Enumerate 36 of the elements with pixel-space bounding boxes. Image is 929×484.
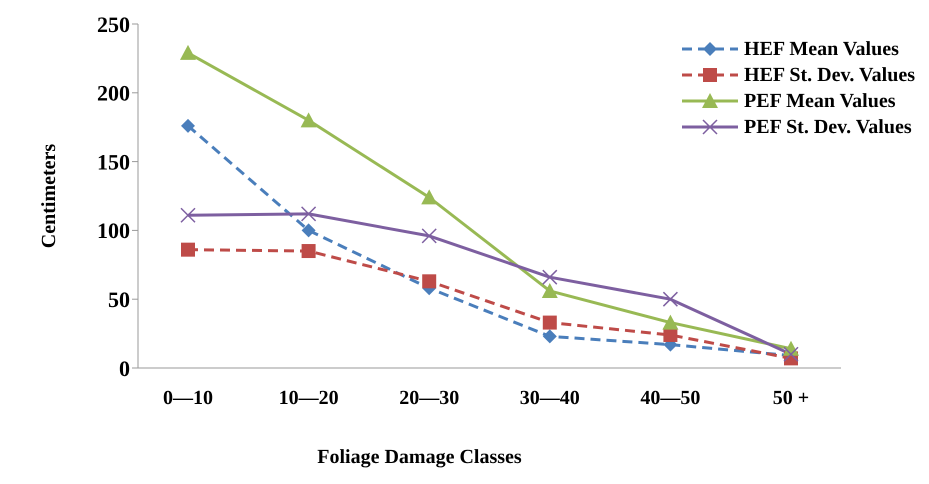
point xyxy=(542,269,558,285)
x-tick-label: 30—40 xyxy=(520,387,580,410)
point xyxy=(542,329,557,344)
legend-label: PEF Mean Values xyxy=(744,90,896,112)
point xyxy=(542,282,558,298)
y-tick-label: 200 xyxy=(97,80,130,106)
point xyxy=(783,346,799,362)
point xyxy=(302,244,316,258)
legend-label: PEF St. Dev. Values xyxy=(744,116,912,138)
point xyxy=(181,242,195,257)
point xyxy=(662,291,678,307)
point xyxy=(662,314,678,330)
point xyxy=(421,189,438,204)
x-tick-label: 0—10 xyxy=(163,387,213,410)
point xyxy=(181,118,195,133)
x-tick-label: 10—20 xyxy=(278,387,339,410)
y-tick-label: 0 xyxy=(119,356,130,381)
legend-label: HEF St. Dev. Values xyxy=(744,64,915,86)
x-tick-label: 40—50 xyxy=(640,387,700,410)
y-axis-title: Centimeters xyxy=(38,144,60,248)
point xyxy=(180,44,196,60)
y-tick-label: 50 xyxy=(108,287,130,312)
x-tick-label: 50 + xyxy=(772,387,810,410)
point xyxy=(300,112,317,128)
y-tick-label: 250 xyxy=(97,12,130,37)
x-tick-label: 20—30 xyxy=(399,387,460,410)
legend-label: HEF Mean Values xyxy=(744,38,899,60)
point xyxy=(300,206,316,222)
y-tick-label: 100 xyxy=(97,218,130,244)
point xyxy=(421,228,437,244)
point xyxy=(542,316,557,330)
y-tick-label: 150 xyxy=(97,149,130,174)
point xyxy=(302,223,316,238)
point xyxy=(422,274,436,288)
x-axis-title: Foliage Damage Classes xyxy=(317,446,522,468)
point xyxy=(180,208,196,224)
